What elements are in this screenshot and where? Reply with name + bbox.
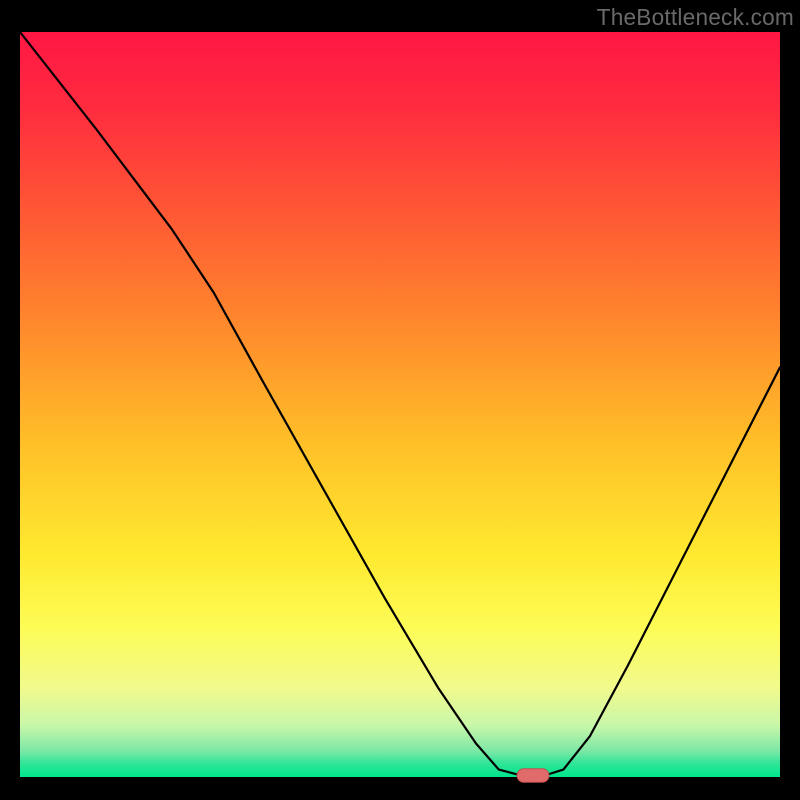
bottleneck-chart: TheBottleneck.com	[0, 0, 800, 800]
watermark-text: TheBottleneck.com	[597, 4, 794, 31]
gradient-background	[20, 32, 780, 777]
curve-svg	[20, 32, 780, 777]
plot-area	[20, 32, 780, 777]
optimum-marker	[517, 769, 549, 782]
